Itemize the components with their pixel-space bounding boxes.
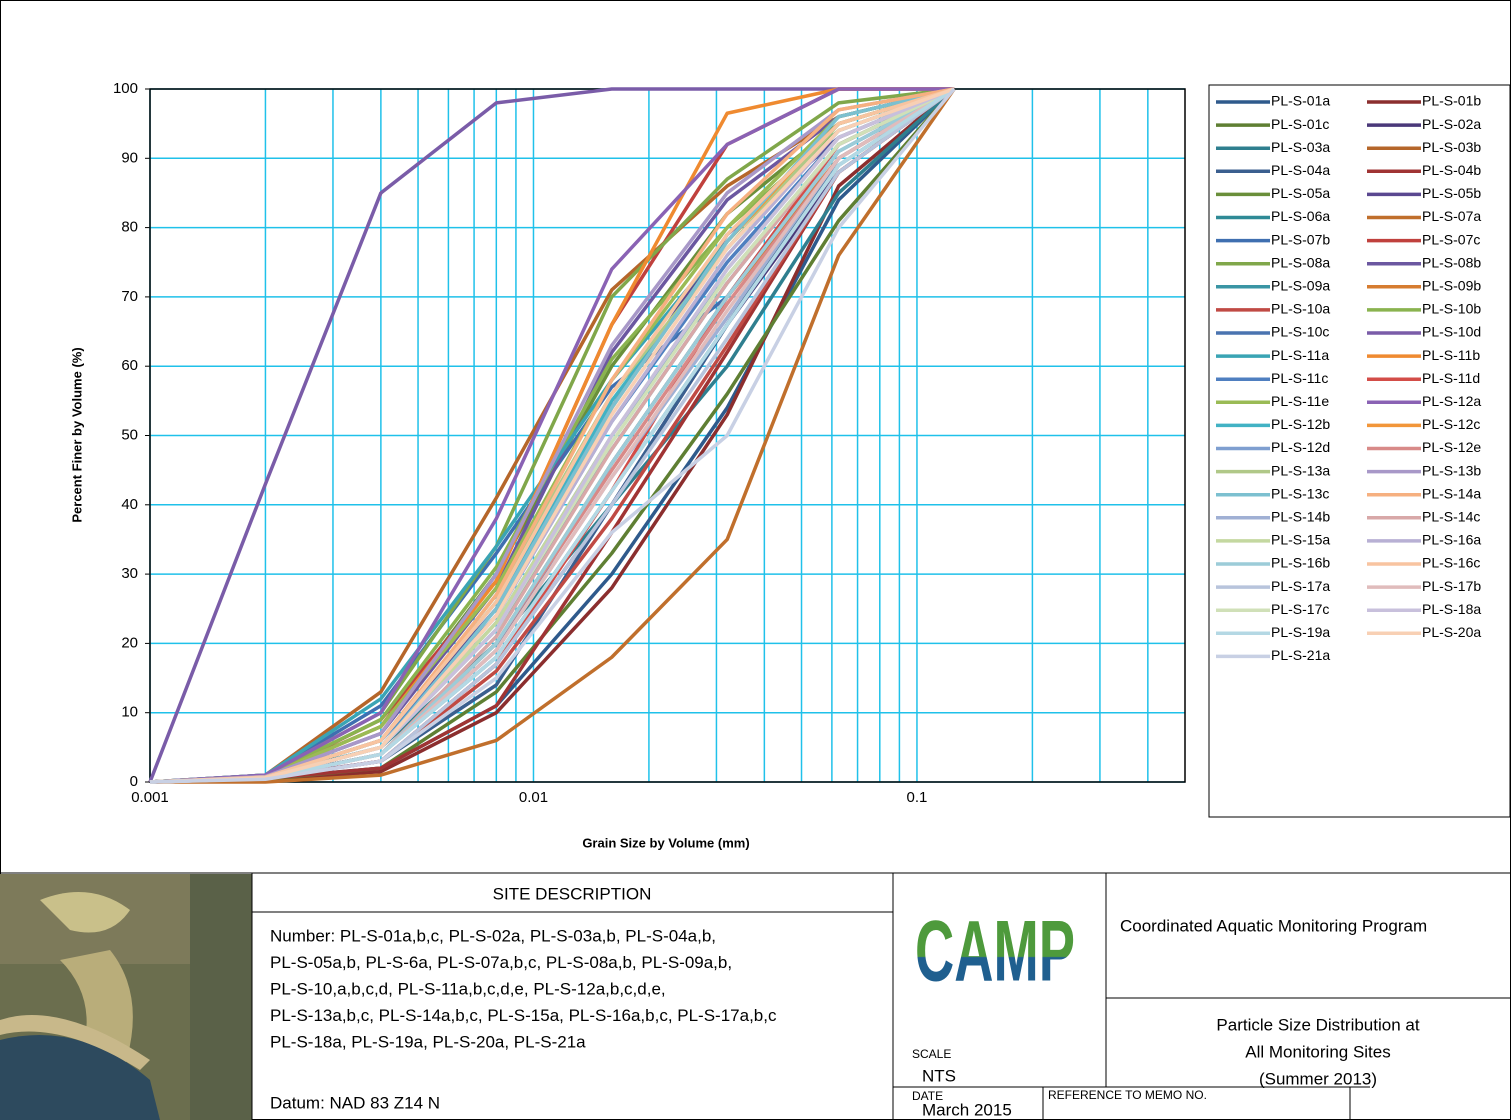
legend-label: PL-S-01c (1271, 116, 1329, 132)
site-line: PL-S-18a, PL-S-19a, PL-S-20a, PL-S-21a (270, 1032, 586, 1051)
legend-label: PL-S-01b (1422, 93, 1481, 109)
legend-label: PL-S-16b (1271, 555, 1330, 571)
legend-label: PL-S-07a (1422, 208, 1481, 224)
legend-label: PL-S-10b (1422, 301, 1481, 317)
x-tick-label: 0.001 (131, 789, 169, 806)
legend-label: PL-S-10d (1422, 324, 1481, 340)
logo: CAMP (915, 904, 1075, 1000)
legend-label: PL-S-18a (1422, 601, 1481, 617)
memo-label: REFERENCE TO MEMO NO. (1048, 1088, 1207, 1102)
y-tick-label: 60 (121, 357, 138, 374)
legend-label: PL-S-09a (1271, 278, 1330, 294)
y-axis-label: Percent Finer by Volume (%) (69, 347, 84, 522)
legend-label: PL-S-16c (1422, 555, 1480, 571)
legend-label: PL-S-14c (1422, 509, 1480, 525)
legend-label: PL-S-17b (1422, 578, 1481, 594)
legend-label: PL-S-13a (1271, 462, 1330, 478)
page: 0 10 20 30 40 50 60 70 80 90 100 0.001 0.01 0.1 Grain… (0, 0, 1511, 1120)
legend-label: PL-S-19a (1271, 624, 1330, 640)
y-tick-label: 30 (121, 565, 138, 582)
legend-label: PL-S-06a (1271, 208, 1330, 224)
legend-label: PL-S-12a (1422, 393, 1481, 409)
y-tick-label: 90 (121, 149, 138, 166)
legend-label: PL-S-07c (1422, 231, 1480, 247)
legend-label: PL-S-12b (1271, 416, 1330, 432)
report-title: Particle Size Distribution at All Monitor… (1216, 1015, 1419, 1088)
legend-label: PL-S-09b (1422, 278, 1481, 294)
legend-label: PL-S-05a (1271, 185, 1330, 201)
x-tick-label: 0.1 (907, 789, 928, 806)
site-lines: Number: PL-S-01a,b,c, PL-S-02a, PL-S-03a… (270, 926, 777, 1051)
legend-label: PL-S-07b (1271, 231, 1330, 247)
legend-label: PL-S-13b (1422, 462, 1481, 478)
legend-label: PL-S-10c (1271, 324, 1329, 340)
scale-label: SCALE (912, 1047, 951, 1061)
title-line: All Monitoring Sites (1245, 1042, 1391, 1061)
legend-label: PL-S-11b (1422, 347, 1480, 363)
scale: NTS (922, 1066, 956, 1085)
legend-label: PL-S-11d (1422, 370, 1480, 386)
date: March 2015 (922, 1100, 1012, 1119)
legend-label: PL-S-03b (1422, 139, 1481, 155)
y-tick-label: 10 (121, 704, 138, 721)
site-line: Number: PL-S-01a,b,c, PL-S-02a, PL-S-03a… (270, 926, 716, 945)
legend-label: PL-S-08a (1271, 254, 1330, 270)
legend-label: PL-S-14b (1271, 509, 1330, 525)
y-tick-label: 70 (121, 288, 138, 305)
legend-label: PL-S-17a (1271, 578, 1330, 594)
x-axis-label: Grain Size by Volume (mm) (582, 835, 749, 850)
legend-label: PL-S-02a (1422, 116, 1481, 132)
title-line: Particle Size Distribution at (1216, 1015, 1419, 1034)
y-tick-label: 0 (130, 773, 138, 790)
legend-label: PL-S-17c (1271, 601, 1329, 617)
program: Coordinated Aquatic Monitoring Program (1120, 916, 1427, 935)
site-line: PL-S-13a,b,c, PL-S-14a,b,c, PL-S-15a, PL… (270, 1006, 777, 1025)
legend-label: PL-S-12d (1271, 439, 1330, 455)
legend-label: PL-S-13c (1271, 485, 1329, 501)
y-tick-label: 50 (121, 426, 138, 443)
legend-label: PL-S-14a (1422, 485, 1481, 501)
legend-label: PL-S-03a (1271, 139, 1330, 155)
legend-label: PL-S-11e (1271, 393, 1329, 409)
legend-label: PL-S-11a (1271, 347, 1329, 363)
legend-label: PL-S-16a (1422, 532, 1481, 548)
x-tick-label: 0.01 (519, 789, 548, 806)
section-heading: SITE DESCRIPTION (493, 884, 652, 903)
y-tick-label: 80 (121, 219, 138, 236)
legend-label: PL-S-04b (1422, 162, 1481, 178)
y-tick-label: 40 (121, 496, 138, 513)
legend-label: PL-S-11c (1271, 370, 1328, 386)
legend-label: PL-S-20a (1422, 624, 1481, 640)
datum: Datum: NAD 83 Z14 N (270, 1093, 440, 1112)
plot: 0 10 20 30 40 50 60 70 80 90 100 0.001 0.01 0.1 (113, 80, 1185, 806)
legend-label: PL-S-12e (1422, 439, 1481, 455)
y-tick-label: 100 (113, 80, 138, 97)
legend-label: PL-S-04a (1271, 162, 1330, 178)
y-tick-label: 20 (121, 634, 138, 651)
site-line: PL-S-10,a,b,c,d, PL-S-11a,b,c,d,e, PL-S-… (270, 979, 666, 998)
legend-label: PL-S-05b (1422, 185, 1481, 201)
legend-label: PL-S-21a (1271, 647, 1330, 663)
site-map (0, 874, 252, 1120)
legend-label: PL-S-08b (1422, 254, 1481, 270)
title-line: (Summer 2013) (1259, 1069, 1377, 1088)
legend-label: PL-S-15a (1271, 532, 1330, 548)
site-line: PL-S-05a,b, PL-S-6a, PL-S-07a,b,c, PL-S-… (270, 953, 732, 972)
legend-label: PL-S-01a (1271, 93, 1330, 109)
legend-label: PL-S-10a (1271, 301, 1330, 317)
legend-label: PL-S-12c (1422, 416, 1480, 432)
